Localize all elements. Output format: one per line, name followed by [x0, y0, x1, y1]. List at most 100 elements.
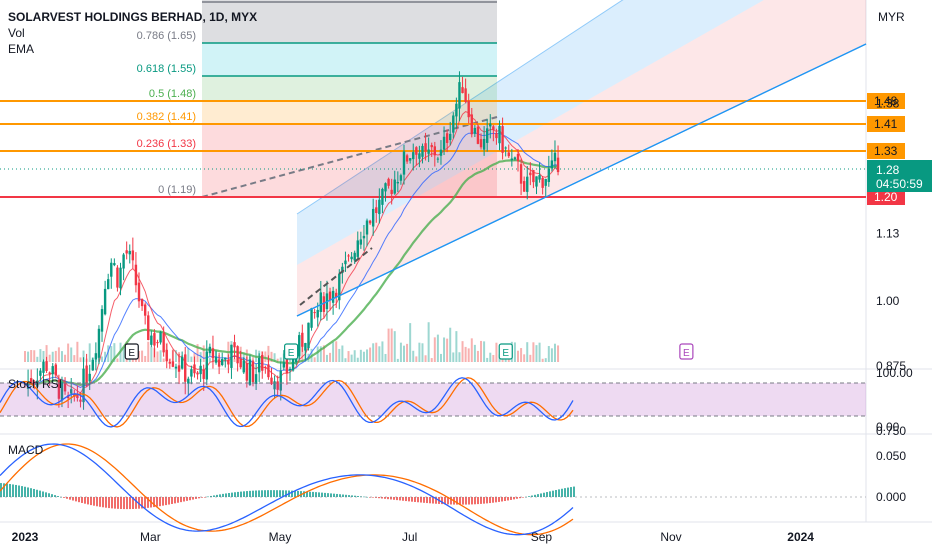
stoch-tick-label: 0.00 — [876, 420, 900, 434]
candle-body — [387, 178, 390, 186]
macd-histogram-bar — [408, 497, 410, 502]
volume-bar — [27, 351, 30, 362]
horizontal-line-badge — [867, 143, 905, 159]
macd-histogram-bar — [294, 490, 296, 497]
indicator-vol-label[interactable]: Vol — [8, 26, 25, 40]
volume-bar — [372, 343, 375, 362]
candle-body — [307, 322, 310, 349]
volume-bar — [110, 346, 113, 362]
candle-body — [233, 342, 236, 348]
volume-bar — [264, 351, 267, 362]
macd-histogram-bar — [363, 496, 365, 498]
horizontal-lines[interactable]: 1.48 1.41 1.33 1.20 — [0, 93, 905, 205]
candle-body — [485, 128, 489, 143]
candle-body — [248, 359, 252, 385]
candle-body — [150, 335, 153, 345]
horizontal-line-label: 1.48 — [874, 94, 898, 108]
volume-bar — [144, 355, 147, 362]
volume-bar — [461, 341, 464, 362]
volume-bar — [544, 358, 547, 362]
candle-body — [375, 207, 378, 213]
volume-bar — [57, 347, 60, 362]
macd-title[interactable]: MACD — [8, 443, 44, 457]
macd-histogram-bar — [216, 494, 218, 497]
support-trend-line — [296, 43, 867, 317]
volume-bar — [82, 350, 85, 362]
fibonacci-retracement[interactable]: 0.786 (1.65) 0.618 (1.55) 0.5 (1.48) 0.382 … — [137, 0, 498, 198]
candle-body — [304, 343, 307, 351]
macd-histogram-bar — [231, 492, 233, 497]
volume-bar — [517, 350, 519, 362]
candle-body — [221, 359, 224, 366]
candle-body — [350, 256, 353, 260]
macd-histogram-bar — [555, 490, 557, 497]
candle-body — [550, 160, 554, 169]
candle-body — [39, 370, 42, 376]
candle-body — [273, 381, 276, 390]
macd-histogram-bar — [192, 497, 194, 500]
candle-body — [116, 267, 119, 288]
time-tick-label: Mar — [140, 530, 161, 544]
volume-bar — [341, 345, 344, 362]
candle-body — [45, 361, 48, 371]
volume-bar — [276, 358, 279, 362]
macd-histogram-bar — [345, 494, 347, 497]
macd-histogram-bar — [567, 487, 569, 497]
volume-bar — [443, 337, 446, 362]
candle-body — [147, 315, 150, 340]
macd-histogram-bar — [318, 492, 320, 497]
fib-band — [202, 151, 497, 197]
candle-body — [94, 353, 98, 360]
macd-histogram-bar — [153, 497, 155, 508]
macd-histogram-bar — [321, 492, 323, 497]
volume-bar — [325, 354, 328, 362]
trend-lines[interactable] — [296, 43, 867, 317]
candle-body — [267, 364, 270, 378]
stoch-rsi-title[interactable]: Stoch RSI — [8, 377, 62, 391]
macd-histogram-bar — [303, 491, 305, 497]
macd-histogram-bar — [375, 497, 377, 498]
macd-histogram-bar — [510, 497, 512, 500]
fib-trend-dashed — [201, 116, 498, 198]
candle-body — [174, 366, 178, 369]
macd-histogram-bar — [39, 490, 41, 497]
macd-histogram-bar — [537, 494, 539, 497]
macd-histogram-bar — [54, 495, 56, 497]
macd-histogram-bar — [360, 496, 362, 497]
macd-histogram-bar — [420, 497, 422, 503]
horizontal-line-label: 1.20 — [874, 190, 898, 204]
volume-bar — [356, 357, 359, 362]
volume-bar — [329, 352, 332, 362]
macd-pane — [0, 443, 866, 536]
macd-histogram-bar — [132, 497, 134, 510]
volume-bar — [76, 341, 79, 362]
macd-histogram-bar — [108, 497, 110, 509]
volume-bar — [366, 349, 369, 362]
macd-histogram-bar — [483, 497, 485, 504]
macd-histogram-bar — [489, 497, 491, 504]
candle-body — [106, 279, 110, 290]
macd-histogram-bar — [243, 491, 245, 497]
indicator-ema-label[interactable]: EMA — [8, 42, 34, 56]
macd-histogram-bar — [327, 493, 329, 497]
candle-body — [341, 266, 344, 274]
volume-bar — [526, 342, 529, 362]
candle-body — [433, 146, 437, 156]
candle-body — [184, 354, 187, 382]
candle-body — [224, 357, 227, 360]
candle-body — [187, 378, 190, 384]
volume-bar — [489, 352, 492, 362]
volume-bar — [535, 345, 538, 362]
candle-body — [245, 363, 249, 381]
candle-body — [57, 380, 61, 399]
candle-body — [412, 152, 415, 160]
volume-bar — [375, 342, 378, 362]
candle-body — [390, 189, 393, 194]
price-tick-label: 1.38 — [876, 96, 900, 110]
volume-bar — [270, 351, 273, 362]
macd-histogram-bar — [81, 497, 83, 503]
currency-label[interactable]: MYR — [878, 10, 905, 24]
volume-bar — [252, 357, 255, 362]
